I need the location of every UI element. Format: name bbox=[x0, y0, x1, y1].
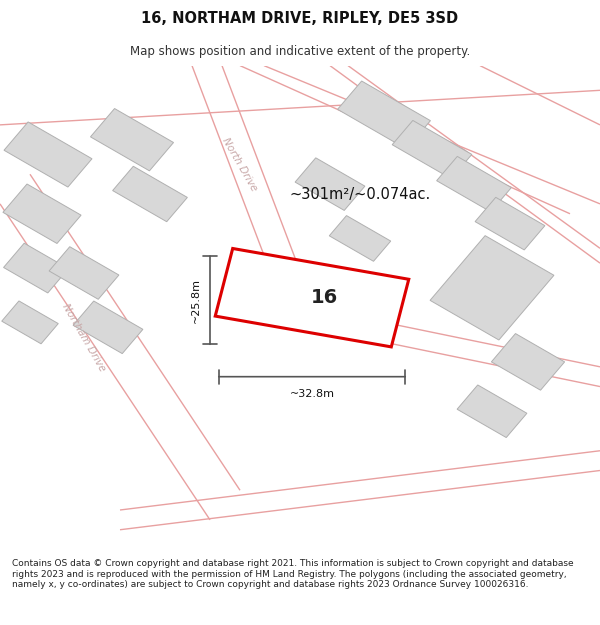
Polygon shape bbox=[329, 216, 391, 261]
Text: Contains OS data © Crown copyright and database right 2021. This information is : Contains OS data © Crown copyright and d… bbox=[12, 559, 574, 589]
Text: Northam Drive: Northam Drive bbox=[61, 301, 107, 373]
Polygon shape bbox=[430, 236, 554, 340]
Text: Map shows position and indicative extent of the property.: Map shows position and indicative extent… bbox=[130, 45, 470, 58]
Text: 16, NORTHAM DRIVE, RIPLEY, DE5 3SD: 16, NORTHAM DRIVE, RIPLEY, DE5 3SD bbox=[142, 11, 458, 26]
Polygon shape bbox=[475, 198, 545, 250]
Polygon shape bbox=[457, 385, 527, 438]
Polygon shape bbox=[73, 301, 143, 354]
Text: ~25.8m: ~25.8m bbox=[191, 278, 201, 322]
Polygon shape bbox=[437, 156, 511, 212]
Polygon shape bbox=[91, 109, 173, 171]
Text: 16: 16 bbox=[310, 288, 338, 307]
Polygon shape bbox=[49, 247, 119, 299]
Text: ~301m²/~0.074ac.: ~301m²/~0.074ac. bbox=[289, 186, 431, 201]
Polygon shape bbox=[113, 166, 187, 222]
Polygon shape bbox=[215, 249, 409, 347]
Polygon shape bbox=[2, 301, 58, 344]
Polygon shape bbox=[338, 81, 430, 149]
Polygon shape bbox=[3, 184, 81, 244]
Polygon shape bbox=[4, 122, 92, 187]
Polygon shape bbox=[491, 334, 565, 390]
Text: North Drive: North Drive bbox=[221, 136, 259, 193]
Polygon shape bbox=[295, 158, 365, 211]
Polygon shape bbox=[392, 121, 472, 179]
Text: ~32.8m: ~32.8m bbox=[290, 389, 335, 399]
Polygon shape bbox=[4, 243, 68, 293]
